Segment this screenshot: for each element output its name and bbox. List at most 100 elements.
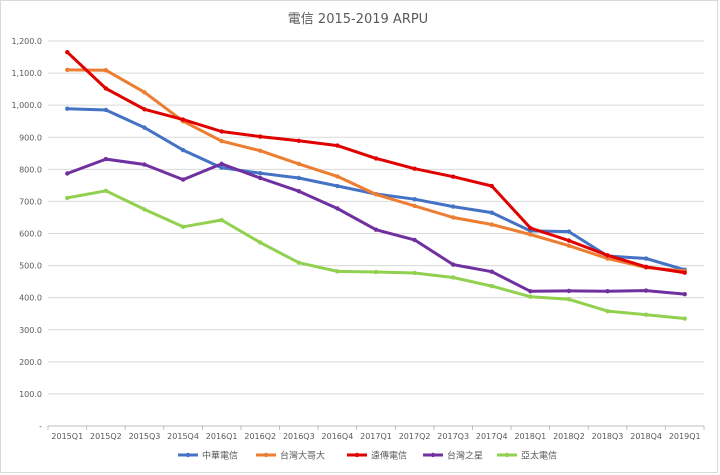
data-point [180,147,186,153]
data-point [489,222,494,227]
data-point [528,232,533,237]
x-tick-label: 2019Q1 [669,432,701,441]
legend-marker [185,452,191,458]
data-point [219,161,224,167]
legend-label: 中華電信 [202,450,238,462]
series-lines [65,50,687,321]
x-tick-label: 2017Q4 [476,432,508,441]
legend-item: 中華電信 [178,450,238,462]
data-point [258,175,263,181]
data-point [103,188,109,194]
legend-item: 台灣大哥大 [256,450,325,462]
data-point [489,269,494,274]
chart-title: 電信 2015-2019 ARPU [288,12,428,27]
y-tick-label: - [39,422,42,431]
data-point [219,129,224,134]
data-point [258,134,263,139]
data-point [643,312,649,317]
x-tick-label: 2015Q4 [167,432,199,441]
legend-marker [504,452,510,458]
legend: 中華電信 台灣大哥大 遠傳電信 台灣之星 亞太電信 [178,450,557,462]
data-point [335,269,340,274]
x-tick-label: 2018Q3 [592,432,624,441]
x-tick-label: 2015Q1 [51,432,83,441]
legend-item: 亞太電信 [497,450,557,462]
data-point [219,138,224,144]
data-point [605,308,610,314]
y-tick-label: 900.0 [19,133,42,142]
data-point [103,67,109,73]
x-tick-label: 2017Q1 [360,432,392,441]
y-tick-label: 200.0 [19,358,42,367]
y-tick-label: 800.0 [19,165,42,174]
data-point [296,175,302,181]
data-point [682,316,687,321]
y-tick-label: 700.0 [19,197,42,206]
data-point [489,183,494,189]
data-point [643,288,649,293]
data-point [258,148,263,153]
legend-item: 台灣之星 [423,450,483,462]
y-tick-label: 400.0 [19,294,42,303]
data-point [142,107,147,112]
data-point [412,166,417,171]
x-tick-label: 2016Q1 [206,432,238,441]
data-point [142,125,147,130]
data-point [605,256,610,261]
y-tick-label: 500.0 [19,262,42,271]
y-tick-label: 1,000.0 [11,101,42,110]
series-台灣之星 [65,156,687,297]
data-point [335,143,340,148]
data-point [450,204,456,209]
y-axis-tick-labels: - 100.0 200.0 300.0 400.0 500.0 600.0 700.0 800.… [11,37,42,431]
data-point [682,291,687,297]
data-point [65,67,70,73]
data-point [180,177,186,182]
data-point [566,229,572,234]
data-point [296,188,302,194]
data-point [373,269,379,275]
legend-label: 台灣大哥大 [280,450,325,462]
data-point [219,217,224,223]
data-point [65,106,70,111]
x-tick-label: 2017Q2 [399,432,431,441]
data-point [335,206,340,211]
x-tick-label: 2015Q2 [90,432,122,441]
y-tick-label: 1,100.0 [11,69,42,78]
data-point [566,238,572,243]
x-axis: 2015Q1 2015Q2 2015Q3 2015Q4 2016Q1 2016Q2 2016… [47,426,705,441]
data-point [682,270,687,275]
data-point [103,156,109,162]
legend-marker [430,452,436,458]
data-point [412,237,417,243]
x-tick-label: 2018Q1 [514,432,546,441]
data-point [142,207,147,212]
series-line [65,50,687,275]
x-tick-label: 2018Q4 [630,432,662,441]
data-point [643,264,649,270]
gridlines [48,40,704,427]
data-point [180,224,186,229]
data-point [450,262,456,267]
legend-label: 亞太電信 [521,450,557,462]
data-point [450,174,456,179]
data-point [566,288,572,294]
series-亞太電信 [65,188,687,321]
data-point [373,227,379,232]
data-point [489,283,494,289]
data-point [65,195,70,201]
data-point [450,275,456,280]
data-point [528,289,533,294]
data-point [373,192,379,197]
data-point [103,107,109,113]
data-point [643,256,649,261]
data-point [412,203,417,209]
data-point [373,156,379,161]
data-point [258,240,263,245]
series-line [65,107,687,272]
data-point [528,294,533,299]
data-point [335,174,340,179]
data-point [412,196,417,202]
data-point [65,171,70,176]
